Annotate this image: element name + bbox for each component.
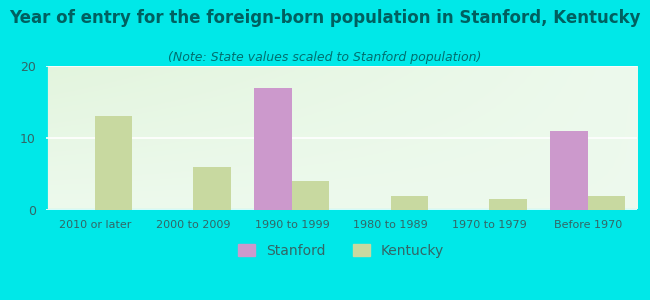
Legend: Stanford, Kentucky: Stanford, Kentucky (233, 238, 450, 263)
Bar (489, 199, 526, 210)
Text: Year of entry for the foreign-born population in Stanford, Kentucky: Year of entry for the foreign-born popul… (9, 9, 641, 27)
Bar (292, 181, 330, 210)
Bar (95, 116, 132, 210)
Bar (255, 88, 292, 210)
Bar (391, 196, 428, 210)
Bar (194, 167, 231, 210)
Bar (551, 131, 588, 210)
Bar (588, 196, 625, 210)
Text: (Note: State values scaled to Stanford population): (Note: State values scaled to Stanford p… (168, 51, 482, 64)
